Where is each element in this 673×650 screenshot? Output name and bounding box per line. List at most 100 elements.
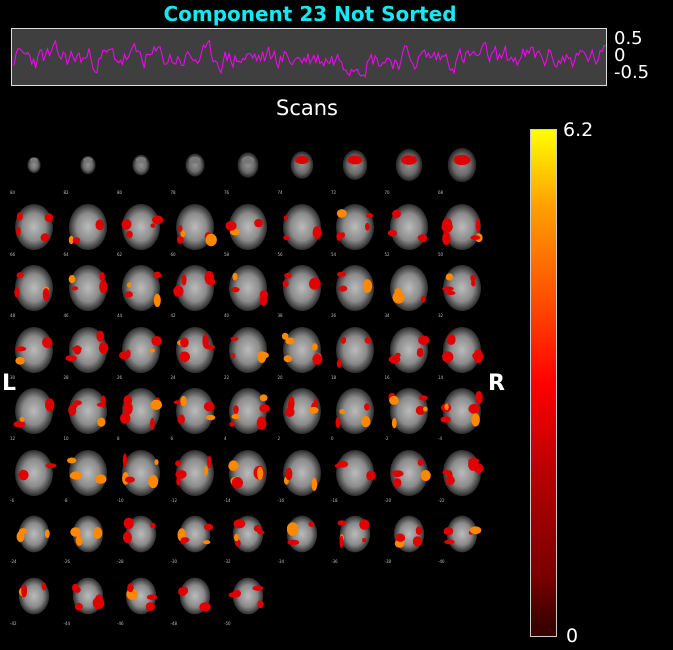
slice-number: 58 (224, 251, 230, 257)
ytick-label: 0 (614, 45, 626, 66)
brain-slice: 30 (8, 323, 60, 380)
slice-number: -38 (384, 559, 392, 564)
timecourse-line-plot (13, 39, 607, 78)
brain-slice: 22 (222, 323, 274, 380)
brain-slice: 40 (222, 261, 274, 318)
slice-number: 72 (331, 190, 337, 195)
slice-number: -20 (384, 497, 392, 503)
colorbar-min-label: 0 (566, 625, 579, 647)
slice-number: -18 (331, 497, 338, 503)
slice-number: 16 (384, 374, 390, 380)
slice-number: -28 (117, 559, 124, 564)
brain-slice: -48 (169, 569, 221, 626)
brain-slice: 42 (169, 261, 221, 318)
brain-slice: 44 (115, 261, 167, 318)
brain-slice: 12 (8, 384, 60, 441)
brain-slice: -44 (62, 569, 114, 626)
slice-number: -16 (277, 497, 285, 503)
slice-number: 36 (331, 313, 337, 318)
slice-number: -26 (63, 559, 71, 564)
ytick-label: 0.5 (614, 28, 643, 49)
brain-slice: -50 (222, 569, 274, 626)
slice-number: 18 (331, 374, 337, 380)
slice-number: -30 (170, 559, 178, 564)
slice-number: 38 (277, 313, 283, 318)
brain-slice: -20 (383, 446, 435, 503)
brain-slice: 48 (8, 261, 60, 318)
brain-slice: 28 (62, 323, 114, 380)
brain-slice: 56 (276, 200, 328, 257)
brain-slice: 32 (436, 261, 488, 318)
brain-slice: -6 (8, 446, 60, 503)
brain-slice: -10 (115, 446, 167, 503)
brain-slice: 52 (383, 200, 435, 257)
brain-slice: 0 (329, 384, 381, 441)
brain-slice: 14 (436, 323, 488, 380)
slice-number: -36 (331, 559, 338, 564)
brain-slice: 38 (276, 261, 328, 318)
brain-slice: -32 (222, 507, 274, 564)
brain-slice: -2 (383, 384, 435, 441)
slice-number: 42 (170, 313, 176, 318)
slice-number: 46 (63, 313, 69, 318)
slice-number: 76 (224, 190, 230, 195)
slice-number: 20 (277, 374, 283, 380)
brain-slice: -38 (383, 507, 435, 564)
brain-slice: 62 (115, 200, 167, 257)
brain-slice: 46 (62, 261, 114, 318)
brain-slice: -4 (436, 384, 488, 441)
brain-slice: 18 (329, 323, 381, 380)
slice-number: 66 (10, 251, 16, 257)
brain-slice: 50 (436, 200, 488, 257)
colorbar-max-label: 6.2 (563, 119, 594, 141)
slice-number: 70 (384, 190, 390, 195)
slice-number: -4 (438, 436, 442, 441)
brain-slice: 72 (329, 138, 381, 195)
brain-slice: 74 (276, 138, 328, 195)
slice-number: 30 (10, 374, 16, 380)
ytick-label: -0.5 (614, 62, 650, 83)
brain-slice: -40 (436, 507, 488, 564)
timecourse-series-line (13, 39, 607, 78)
slice-number: 52 (384, 251, 390, 257)
montage-label: Scans (276, 96, 338, 120)
brain-slice: 20 (276, 323, 328, 380)
brain-slice: -36 (329, 507, 381, 564)
slice-number: -24 (10, 559, 17, 564)
brain-slice: 60 (169, 200, 221, 257)
brain-slice: -8 (62, 446, 114, 503)
slice-number: 28 (63, 374, 69, 380)
slice-number: -48 (170, 620, 178, 626)
slice-number: 24 (170, 374, 176, 380)
slice-number: 40 (224, 313, 230, 318)
brain-slice: 36 (329, 261, 381, 318)
slice-number: 32 (438, 313, 444, 318)
left-hemisphere-label: L (2, 371, 17, 396)
slice-number: 34 (384, 313, 390, 318)
brain-slice: 82 (62, 138, 114, 195)
timecourse-plot (11, 28, 607, 86)
brain-slice: 8 (115, 384, 167, 441)
slice-number: 68 (438, 190, 444, 195)
slice-number: 22 (224, 374, 230, 380)
slice-number: 8 (117, 436, 120, 441)
slice-number: 78 (170, 190, 176, 195)
slice-number: -6 (10, 497, 14, 503)
slice-number: 84 (10, 190, 16, 195)
brain-slice: 84 (8, 138, 60, 195)
brain-slice: -16 (276, 446, 328, 503)
brain-slice: 54 (329, 200, 381, 257)
slice-number: -8 (63, 497, 68, 503)
brain-slice: 78 (169, 138, 221, 195)
brain-slice: 16 (383, 323, 435, 380)
slice-number: 0 (331, 436, 334, 441)
slice-number: -34 (277, 559, 285, 564)
brain-slice: 34 (383, 261, 435, 318)
brain-slice: 26 (115, 323, 167, 380)
slice-number: -22 (438, 497, 445, 503)
brain-slice: 70 (383, 138, 435, 195)
brain-slice: 58 (222, 200, 274, 257)
brain-slice: -14 (222, 446, 274, 503)
slice-number: 48 (10, 313, 16, 318)
slice-number: -46 (117, 620, 124, 626)
